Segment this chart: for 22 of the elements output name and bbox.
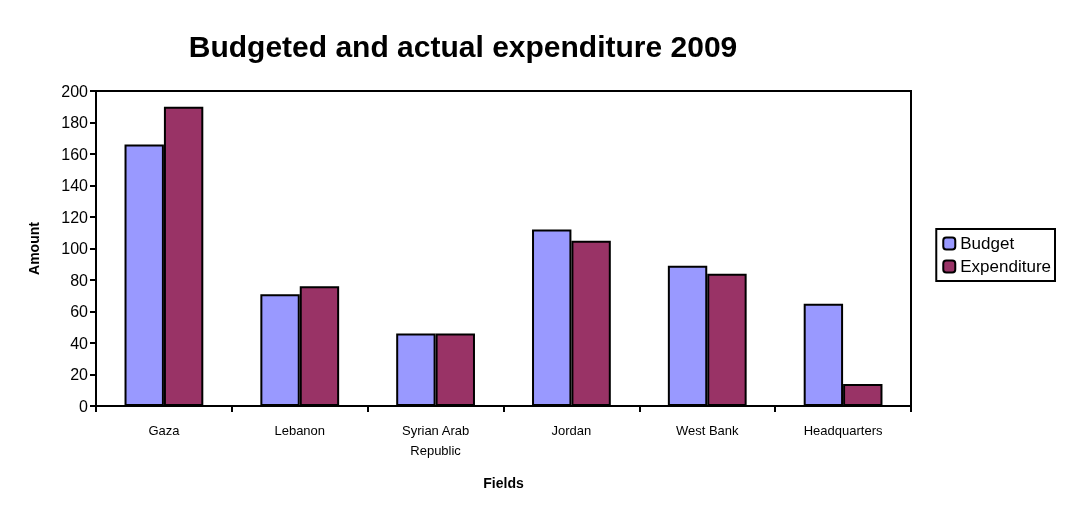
y-tick-label: 80 bbox=[70, 271, 89, 289]
x-tick-label: Lebanon bbox=[274, 422, 326, 438]
y-tick-label: 120 bbox=[61, 208, 89, 226]
x-tick-label: Syrian Arab Republic bbox=[401, 422, 470, 458]
legend-label: Expenditure bbox=[960, 257, 1052, 276]
y-tick-label: 160 bbox=[61, 145, 89, 163]
y-tick-label: 60 bbox=[70, 303, 89, 320]
y-tick-label: 200 bbox=[61, 82, 89, 100]
x-tick-label: Gaza bbox=[148, 422, 181, 438]
y-tick-label: 40 bbox=[70, 334, 89, 352]
y-tick-label: 140 bbox=[61, 177, 89, 194]
x-tick-label: Jordan bbox=[551, 422, 592, 438]
x-axis-title: Fields bbox=[483, 475, 524, 491]
y-tick-label: 180 bbox=[61, 114, 89, 131]
y-tick-label: 0 bbox=[79, 397, 89, 415]
legend-label: Budget bbox=[960, 234, 1015, 253]
x-tick-label: Headquarters bbox=[803, 422, 883, 438]
y-tick-label: 100 bbox=[61, 240, 89, 257]
y-axis-title: Amount bbox=[26, 221, 42, 275]
y-tick-label: 20 bbox=[70, 366, 89, 383]
chart-title: Budgeted and actual expenditure 2009 bbox=[188, 29, 738, 63]
x-tick-label: West Bank bbox=[675, 422, 740, 438]
